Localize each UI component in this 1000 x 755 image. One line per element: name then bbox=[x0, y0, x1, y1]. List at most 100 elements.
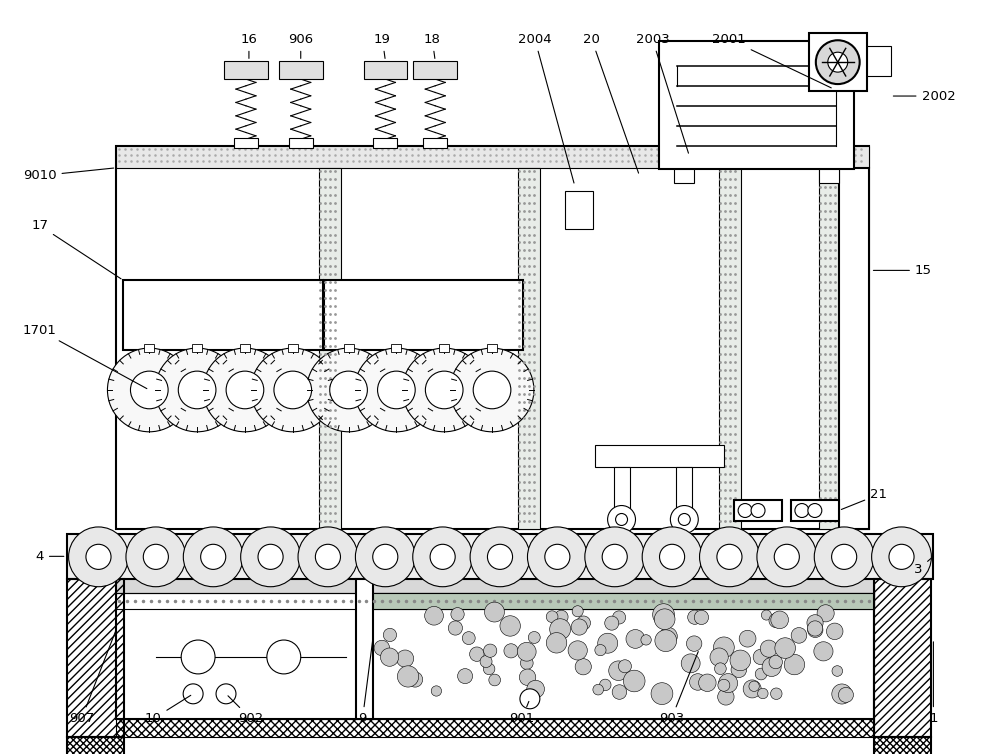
Circle shape bbox=[769, 613, 783, 627]
Bar bbox=[659, 42, 854, 169]
Bar bbox=[116, 146, 869, 168]
Circle shape bbox=[595, 645, 606, 656]
Text: 21: 21 bbox=[841, 488, 887, 510]
Circle shape bbox=[216, 684, 236, 704]
Circle shape bbox=[838, 687, 853, 702]
Bar bbox=[874, 737, 931, 755]
Text: 16: 16 bbox=[240, 32, 257, 58]
Circle shape bbox=[546, 611, 558, 623]
Bar bbox=[734, 500, 782, 522]
Circle shape bbox=[760, 640, 777, 657]
Circle shape bbox=[86, 544, 111, 569]
Circle shape bbox=[396, 650, 414, 667]
Circle shape bbox=[241, 527, 300, 587]
Circle shape bbox=[407, 672, 423, 687]
Circle shape bbox=[183, 684, 203, 704]
Bar bbox=[819, 169, 839, 183]
Text: 18: 18 bbox=[424, 32, 441, 58]
Circle shape bbox=[130, 371, 168, 408]
Circle shape bbox=[448, 621, 462, 635]
Bar bbox=[144, 344, 154, 352]
Circle shape bbox=[828, 52, 848, 72]
Text: 907: 907 bbox=[69, 632, 115, 726]
Circle shape bbox=[69, 527, 128, 587]
Circle shape bbox=[807, 621, 823, 636]
Circle shape bbox=[771, 611, 789, 629]
Circle shape bbox=[808, 622, 823, 637]
Circle shape bbox=[519, 669, 536, 686]
Bar bbox=[565, 191, 593, 229]
Circle shape bbox=[201, 544, 226, 569]
Text: 2003: 2003 bbox=[636, 32, 688, 153]
Text: 901: 901 bbox=[509, 701, 535, 726]
Circle shape bbox=[178, 371, 216, 408]
Circle shape bbox=[402, 348, 486, 432]
Bar bbox=[224, 61, 268, 79]
Circle shape bbox=[655, 630, 677, 652]
Circle shape bbox=[107, 348, 191, 432]
Circle shape bbox=[330, 371, 367, 408]
Bar bbox=[116, 593, 874, 609]
Circle shape bbox=[430, 544, 455, 569]
Circle shape bbox=[315, 544, 340, 569]
Bar bbox=[123, 280, 323, 350]
Circle shape bbox=[688, 610, 702, 624]
Circle shape bbox=[143, 544, 168, 569]
Circle shape bbox=[598, 633, 618, 653]
Text: 3: 3 bbox=[914, 558, 931, 576]
Circle shape bbox=[267, 640, 301, 674]
Circle shape bbox=[612, 685, 627, 699]
Circle shape bbox=[718, 689, 734, 705]
Circle shape bbox=[814, 527, 874, 587]
Circle shape bbox=[743, 680, 761, 698]
Bar bbox=[614, 467, 630, 516]
Circle shape bbox=[462, 632, 475, 645]
Circle shape bbox=[355, 527, 415, 587]
Circle shape bbox=[807, 615, 823, 631]
Bar bbox=[391, 344, 401, 352]
Circle shape bbox=[480, 655, 492, 667]
Circle shape bbox=[641, 635, 651, 645]
Circle shape bbox=[832, 684, 852, 704]
Circle shape bbox=[575, 658, 591, 675]
Circle shape bbox=[500, 616, 520, 636]
Circle shape bbox=[550, 619, 571, 639]
Circle shape bbox=[527, 680, 544, 698]
Circle shape bbox=[613, 611, 626, 624]
Circle shape bbox=[602, 544, 627, 569]
Circle shape bbox=[585, 527, 645, 587]
Circle shape bbox=[758, 689, 768, 698]
Circle shape bbox=[425, 606, 443, 625]
Bar bbox=[439, 344, 449, 352]
Circle shape bbox=[751, 504, 765, 517]
Circle shape bbox=[618, 660, 631, 673]
Circle shape bbox=[378, 371, 415, 408]
Circle shape bbox=[373, 544, 398, 569]
Circle shape bbox=[397, 666, 419, 687]
Circle shape bbox=[762, 658, 781, 676]
Text: 1: 1 bbox=[929, 642, 938, 726]
Circle shape bbox=[889, 544, 914, 569]
Text: 906: 906 bbox=[288, 32, 313, 58]
Bar bbox=[67, 579, 124, 737]
Circle shape bbox=[731, 662, 747, 677]
Bar bbox=[676, 467, 692, 516]
Text: 4: 4 bbox=[36, 550, 64, 562]
Circle shape bbox=[713, 637, 734, 658]
Bar bbox=[819, 168, 841, 529]
Circle shape bbox=[730, 650, 751, 670]
Circle shape bbox=[659, 627, 677, 646]
Circle shape bbox=[226, 371, 264, 408]
Circle shape bbox=[545, 544, 570, 569]
Text: 902: 902 bbox=[228, 696, 264, 726]
Text: 2001: 2001 bbox=[712, 32, 831, 88]
Circle shape bbox=[520, 689, 540, 709]
Circle shape bbox=[694, 610, 709, 624]
Circle shape bbox=[572, 606, 583, 617]
Circle shape bbox=[719, 673, 738, 692]
Circle shape bbox=[555, 610, 568, 624]
Circle shape bbox=[593, 684, 604, 695]
Bar bbox=[839, 168, 869, 529]
Circle shape bbox=[775, 638, 795, 658]
Circle shape bbox=[258, 544, 283, 569]
